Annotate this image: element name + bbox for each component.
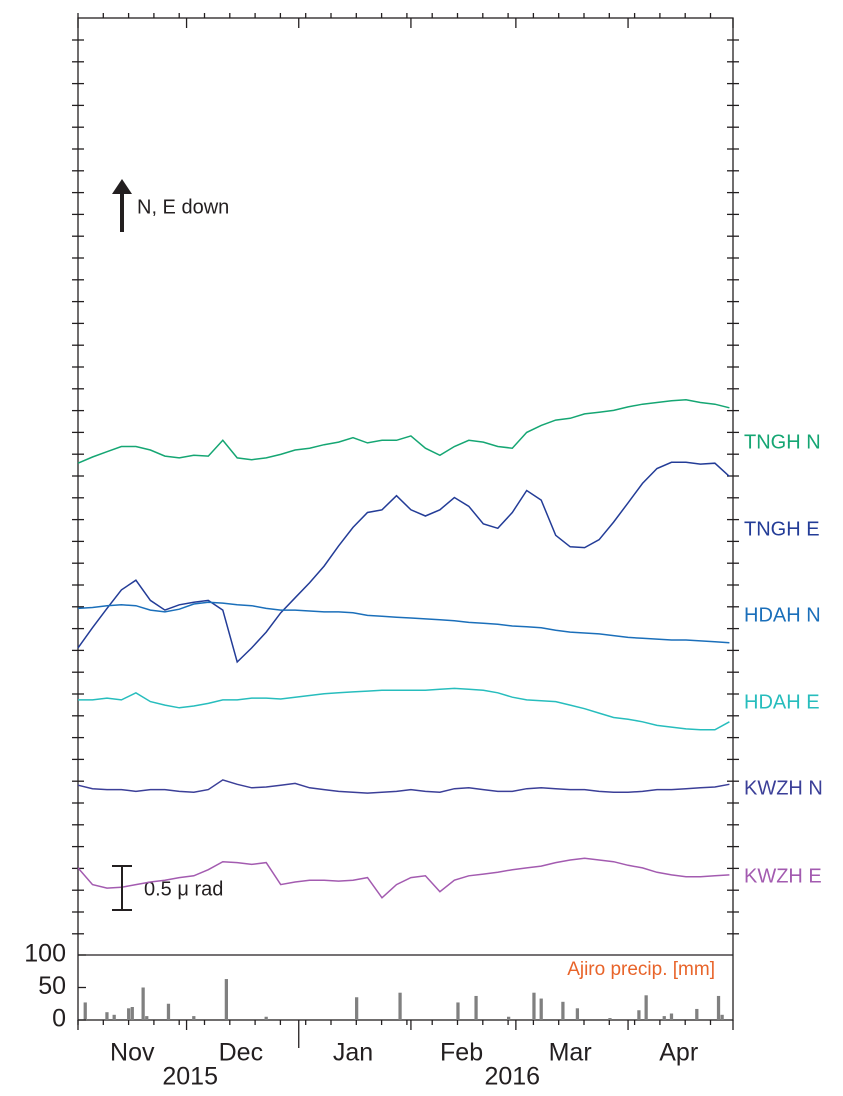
precip-bar xyxy=(127,1008,131,1020)
precip-bar xyxy=(355,997,359,1020)
precip-bar xyxy=(166,1003,171,1020)
series-label: HDAH E xyxy=(744,691,820,713)
precip-bar xyxy=(83,1002,87,1020)
series-label: TNGH E xyxy=(744,518,820,540)
series-line xyxy=(77,461,730,664)
precip-bar xyxy=(112,1014,116,1020)
precip-bar xyxy=(662,1016,666,1020)
precip-bar xyxy=(720,1014,724,1020)
series-label: HDAH N xyxy=(744,604,821,626)
precip-bar xyxy=(608,1018,612,1020)
precip-bar xyxy=(716,995,721,1020)
precip-bar xyxy=(644,995,648,1020)
series-line xyxy=(77,601,730,644)
annotation: N, E down xyxy=(137,196,229,218)
month-label: Dec xyxy=(219,1039,263,1067)
year-label: 2015 xyxy=(162,1063,218,1091)
precip-bar xyxy=(192,1016,196,1020)
series-label: TNGH N xyxy=(744,431,821,453)
precip-bar xyxy=(637,1010,641,1020)
series-label: KWZH E xyxy=(744,865,822,887)
precip-bar xyxy=(130,1007,134,1020)
precip-bar xyxy=(456,1002,460,1020)
month-label: Jan xyxy=(333,1039,373,1067)
precip-bar xyxy=(575,1008,580,1020)
precip-title: Ajiro precip. [mm] xyxy=(567,959,715,980)
y-tick-label: 50 xyxy=(38,972,66,1000)
month-label: Apr xyxy=(659,1039,698,1067)
precip-bar xyxy=(398,992,402,1020)
precip-bar xyxy=(224,979,228,1020)
plot-frame xyxy=(77,17,734,1021)
precip-bar xyxy=(141,987,145,1020)
series-line xyxy=(77,399,730,464)
precip-bar xyxy=(532,992,536,1020)
y-tick-label: 100 xyxy=(24,940,66,968)
precip-bar xyxy=(539,998,543,1020)
precip-bar xyxy=(561,1001,565,1020)
precip-bar xyxy=(105,1012,109,1020)
precip-bar xyxy=(145,1016,149,1020)
month-label: Mar xyxy=(549,1039,592,1067)
year-label: 2016 xyxy=(484,1063,540,1091)
month-label: Feb xyxy=(440,1039,483,1067)
scale-bar-label: 0.5 μ rad xyxy=(144,878,223,900)
series-line xyxy=(77,857,730,899)
precip-bar xyxy=(695,1008,699,1020)
north-arrow-head xyxy=(112,179,132,194)
precip-bar xyxy=(264,1016,268,1020)
series-line xyxy=(78,687,730,731)
month-label: Nov xyxy=(110,1039,155,1067)
y-tick-label: 0 xyxy=(52,1005,66,1033)
series-label: KWZH N xyxy=(744,777,823,799)
precip-bar xyxy=(669,1013,674,1020)
series-line xyxy=(77,779,730,794)
precip-bar xyxy=(507,1016,511,1020)
precip-bar xyxy=(474,995,478,1020)
